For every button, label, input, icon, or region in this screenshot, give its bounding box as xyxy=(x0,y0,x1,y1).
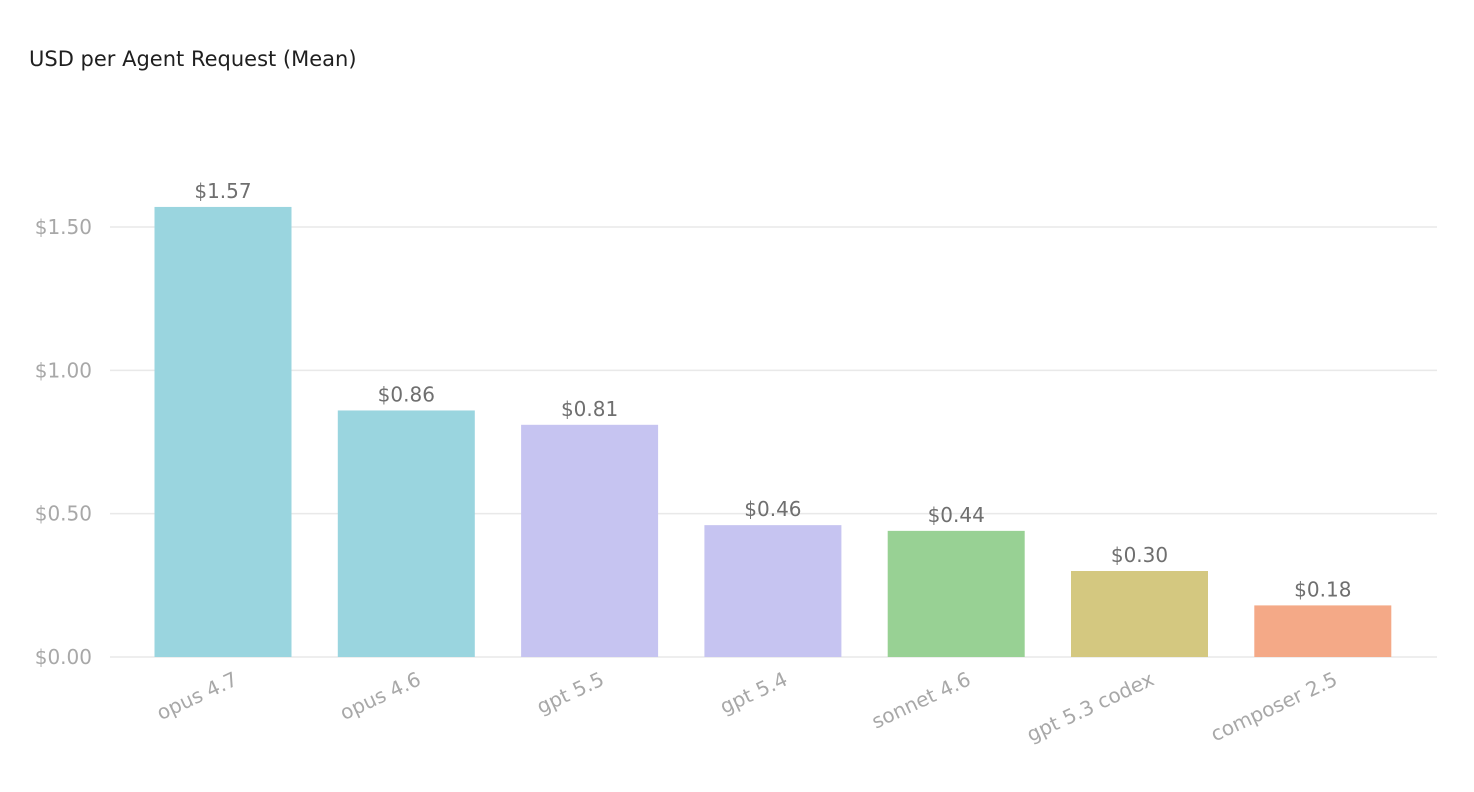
y-tick-label: $1.00 xyxy=(35,358,92,382)
x-tick-label: opus 4.7 xyxy=(153,667,241,725)
data-label: $0.86 xyxy=(378,382,435,406)
x-tick-label: opus 4.6 xyxy=(336,667,424,725)
bar xyxy=(704,525,842,657)
bar xyxy=(887,530,1025,657)
data-label: $0.81 xyxy=(561,397,618,421)
x-tick-label: gpt 5.4 xyxy=(716,667,791,719)
grid-layer xyxy=(110,226,1437,658)
data-label: $0.44 xyxy=(928,503,985,527)
data-label: $0.18 xyxy=(1294,577,1351,601)
y-tick-label: $1.50 xyxy=(35,215,92,239)
bar xyxy=(521,424,659,657)
y-tick-label: $0.00 xyxy=(35,645,92,669)
bar xyxy=(1254,605,1392,657)
x-tick-label: gpt 5.3 codex xyxy=(1023,667,1158,747)
bar-layer xyxy=(154,206,1392,657)
bar xyxy=(337,410,475,657)
bar xyxy=(1071,571,1208,657)
data-label: $0.46 xyxy=(744,497,801,521)
chart-title: USD per Agent Request (Mean) xyxy=(29,47,357,71)
x-tick-label: sonnet 4.6 xyxy=(868,667,975,734)
data-label: $0.30 xyxy=(1111,543,1168,567)
x-tick-label: gpt 5.5 xyxy=(533,667,608,719)
bar xyxy=(154,206,292,657)
data-label: $1.57 xyxy=(194,179,251,203)
x-tick-label: composer 2.5 xyxy=(1207,667,1341,747)
y-tick-label: $0.50 xyxy=(35,502,92,526)
